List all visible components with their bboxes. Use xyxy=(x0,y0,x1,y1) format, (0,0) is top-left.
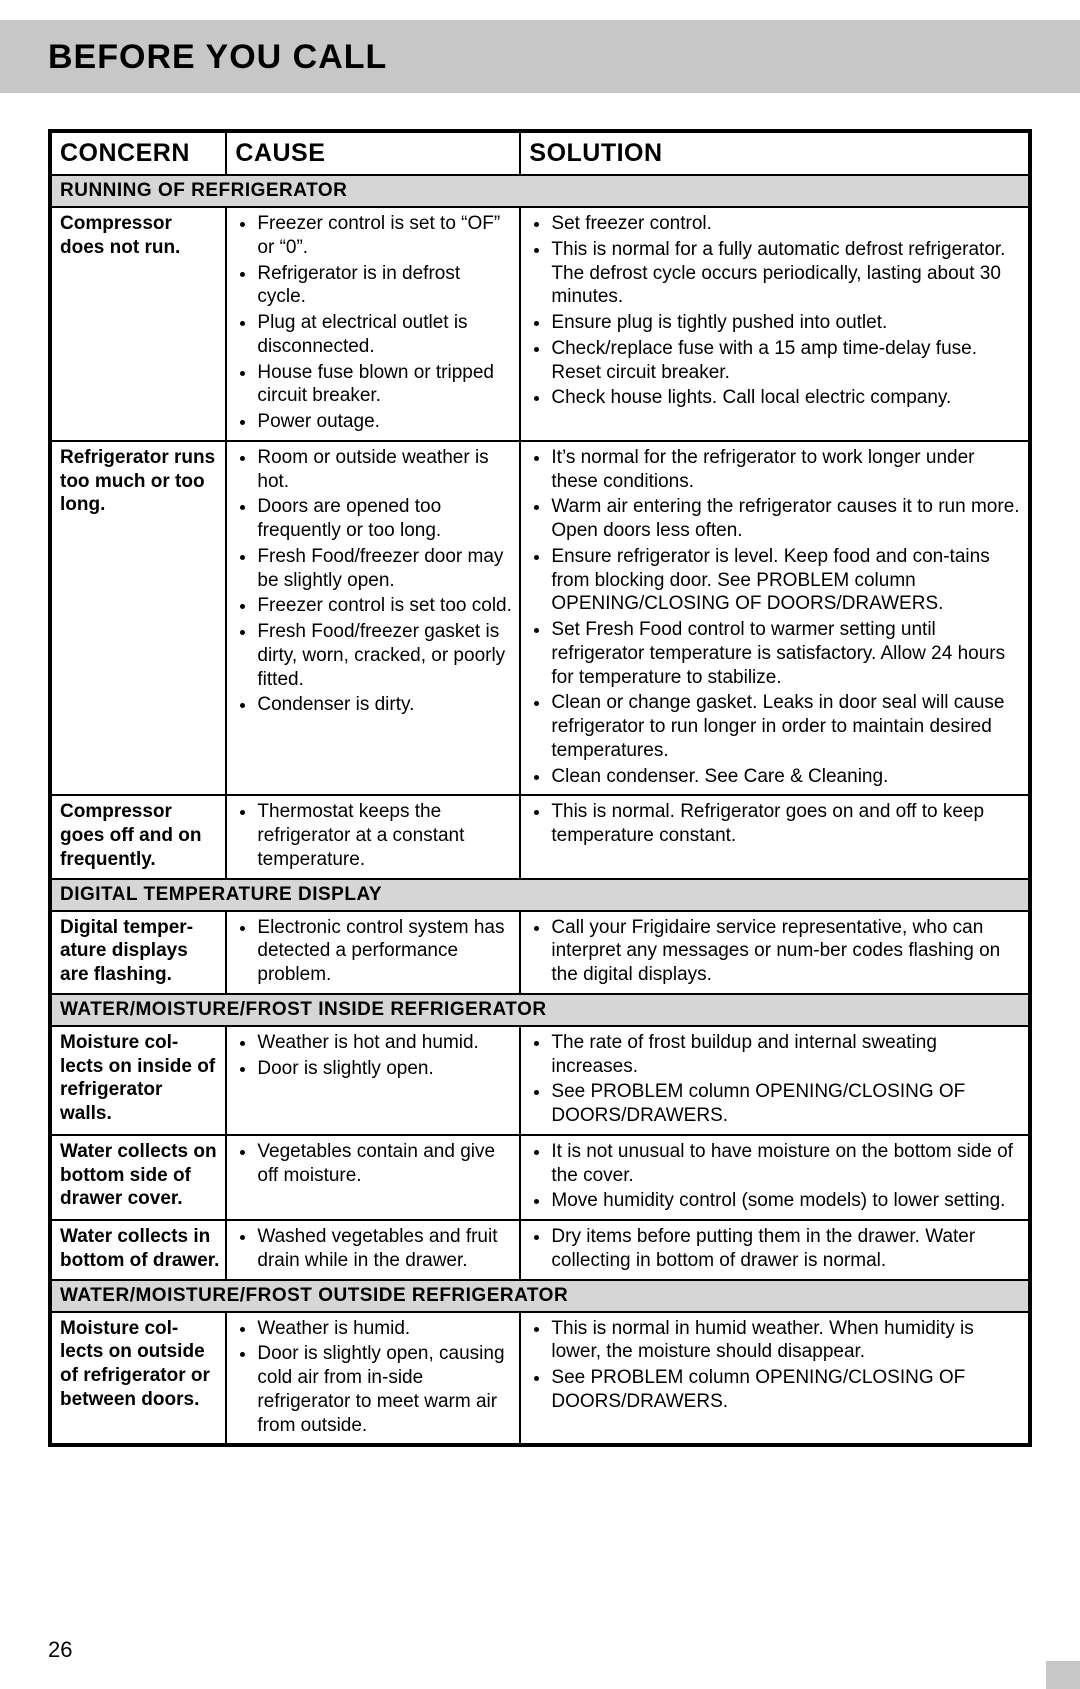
solution-cell: This is normal. Refrigerator goes on and… xyxy=(520,795,1030,878)
col-header-cause: CAUSE xyxy=(226,131,520,175)
cause-item: Room or outside weather is hot. xyxy=(257,446,513,494)
cause-cell: Electronic control system has detected a… xyxy=(226,911,520,994)
solution-item: Move humidity control (some models) to l… xyxy=(551,1189,1022,1213)
table-row: Compressor goes off and on frequently. Th… xyxy=(50,795,1030,878)
cause-item: Condenser is dirty. xyxy=(257,693,513,717)
section-header: WATER/MOISTURE/FROST INSIDE REFRIGERATOR xyxy=(50,994,1030,1026)
table-row: Water collects on bottom side of drawer … xyxy=(50,1135,1030,1220)
solution-item: Clean condenser. See Care & Cleaning. xyxy=(551,765,1022,789)
solution-item: Clean or change gasket. Leaks in door se… xyxy=(551,691,1022,762)
cause-item: Plug at electrical outlet is disconnecte… xyxy=(257,311,513,359)
cause-item: Door is slightly open. xyxy=(257,1057,513,1081)
cause-item: Freezer control is set too cold. xyxy=(257,594,513,618)
solution-item: Set Fresh Food control to warmer setting… xyxy=(551,618,1022,689)
solution-item: The rate of frost buildup and internal s… xyxy=(551,1031,1022,1079)
cause-item: Vegetables contain and give off moisture… xyxy=(257,1140,513,1188)
solution-item: This is normal in humid weather. When hu… xyxy=(551,1317,1022,1365)
title-bar: BEFORE YOU CALL xyxy=(0,20,1080,93)
cause-item: Freezer control is set to “OF” or “0”. xyxy=(257,212,513,260)
solution-item: See PROBLEM column OPENING/CLOSING OF DO… xyxy=(551,1366,1022,1414)
solution-cell: Set freezer control.This is normal for a… xyxy=(520,207,1030,441)
cause-item: House fuse blown or tripped circuit brea… xyxy=(257,361,513,409)
cause-cell: Freezer control is set to “OF” or “0”.Re… xyxy=(226,207,520,441)
col-header-solution: SOLUTION xyxy=(520,131,1030,175)
concern-cell: Compressor does not run. xyxy=(50,207,226,441)
cause-item: Thermostat keeps the refrigerator at a c… xyxy=(257,800,513,871)
cause-item: Washed vegetables and fruit drain while … xyxy=(257,1225,513,1273)
table-row: Digital temper-ature displays are flashi… xyxy=(50,911,1030,994)
cause-item: Weather is hot and humid. xyxy=(257,1031,513,1055)
cause-item: Fresh Food/freezer door may be slightly … xyxy=(257,545,513,593)
troubleshoot-table: CONCERN CAUSE SOLUTION RUNNING OF REFRIG… xyxy=(48,129,1032,1447)
concern-cell: Water collects on bottom side of drawer … xyxy=(50,1135,226,1220)
solution-cell: The rate of frost buildup and internal s… xyxy=(520,1026,1030,1135)
content-area: CONCERN CAUSE SOLUTION RUNNING OF REFRIG… xyxy=(0,93,1080,1447)
cause-cell: Weather is hot and humid.Door is slightl… xyxy=(226,1026,520,1135)
cause-cell: Vegetables contain and give off moisture… xyxy=(226,1135,520,1220)
cause-cell: Thermostat keeps the refrigerator at a c… xyxy=(226,795,520,878)
concern-cell: Moisture col-lects on inside of refriger… xyxy=(50,1026,226,1135)
solution-item: It’s normal for the refrigerator to work… xyxy=(551,446,1022,494)
cause-item: Power outage. xyxy=(257,410,513,434)
page-title: BEFORE YOU CALL xyxy=(48,38,1080,77)
cause-item: Weather is humid. xyxy=(257,1317,513,1341)
concern-cell: Moisture col-lects on outside of refrige… xyxy=(50,1312,226,1446)
footer-shadow xyxy=(1046,1661,1080,1689)
section-header: RUNNING OF REFRIGERATOR xyxy=(50,175,1030,207)
concern-cell: Compressor goes off and on frequently. xyxy=(50,795,226,878)
concern-cell: Water collects in bottom of drawer. xyxy=(50,1220,226,1280)
solution-cell: It is not unusual to have moisture on th… xyxy=(520,1135,1030,1220)
table-row: Moisture col-lects on inside of refriger… xyxy=(50,1026,1030,1135)
solution-item: Warm air entering the refrigerator cause… xyxy=(551,495,1022,543)
section-header: DIGITAL TEMPERATURE DISPLAY xyxy=(50,879,1030,911)
page: BEFORE YOU CALL CONCERN CAUSE SOLUTION R… xyxy=(0,20,1080,1689)
col-header-concern: CONCERN xyxy=(50,131,226,175)
solution-cell: It’s normal for the refrigerator to work… xyxy=(520,441,1030,796)
solution-item: Ensure refrigerator is level. Keep food … xyxy=(551,545,1022,616)
cause-item: Door is slightly open, causing cold air … xyxy=(257,1342,513,1437)
solution-cell: Dry items before putting them in the dra… xyxy=(520,1220,1030,1280)
cause-cell: Weather is humid.Door is slightly open, … xyxy=(226,1312,520,1446)
cause-item: Electronic control system has detected a… xyxy=(257,916,513,987)
solution-item: Dry items before putting them in the dra… xyxy=(551,1225,1022,1273)
table-row: Water collects in bottom of drawer. Washe… xyxy=(50,1220,1030,1280)
solution-item: See PROBLEM column OPENING/CLOSING OF DO… xyxy=(551,1080,1022,1128)
cause-cell: Washed vegetables and fruit drain while … xyxy=(226,1220,520,1280)
table-header-row: CONCERN CAUSE SOLUTION xyxy=(50,131,1030,175)
cause-cell: Room or outside weather is hot.Doors are… xyxy=(226,441,520,796)
cause-item: Refrigerator is in defrost cycle. xyxy=(257,262,513,310)
section-header: WATER/MOISTURE/FROST OUTSIDE REFRIGERATO… xyxy=(50,1280,1030,1312)
table-row: Moisture col-lects on outside of refrige… xyxy=(50,1312,1030,1446)
solution-item: Ensure plug is tightly pushed into outle… xyxy=(551,311,1022,335)
cause-item: Fresh Food/freezer gasket is dirty, worn… xyxy=(257,620,513,691)
concern-cell: Refrigerator runs too much or too long. xyxy=(50,441,226,796)
page-number: 26 xyxy=(48,1637,72,1663)
solution-cell: Call your Frigidaire service representat… xyxy=(520,911,1030,994)
solution-cell: This is normal in humid weather. When hu… xyxy=(520,1312,1030,1446)
table-row: Refrigerator runs too much or too long.R… xyxy=(50,441,1030,796)
table-row: Compressor does not run.Freezer control … xyxy=(50,207,1030,441)
concern-cell: Digital temper-ature displays are flashi… xyxy=(50,911,226,994)
solution-item: Call your Frigidaire service representat… xyxy=(551,916,1022,987)
solution-item: Check house lights. Call local electric … xyxy=(551,386,1022,410)
solution-item: Set freezer control. xyxy=(551,212,1022,236)
cause-item: Doors are opened too frequently or too l… xyxy=(257,495,513,543)
solution-item: Check/replace fuse with a 15 amp time-de… xyxy=(551,337,1022,385)
solution-item: This is normal. Refrigerator goes on and… xyxy=(551,800,1022,848)
solution-item: This is normal for a fully automatic def… xyxy=(551,238,1022,309)
solution-item: It is not unusual to have moisture on th… xyxy=(551,1140,1022,1188)
